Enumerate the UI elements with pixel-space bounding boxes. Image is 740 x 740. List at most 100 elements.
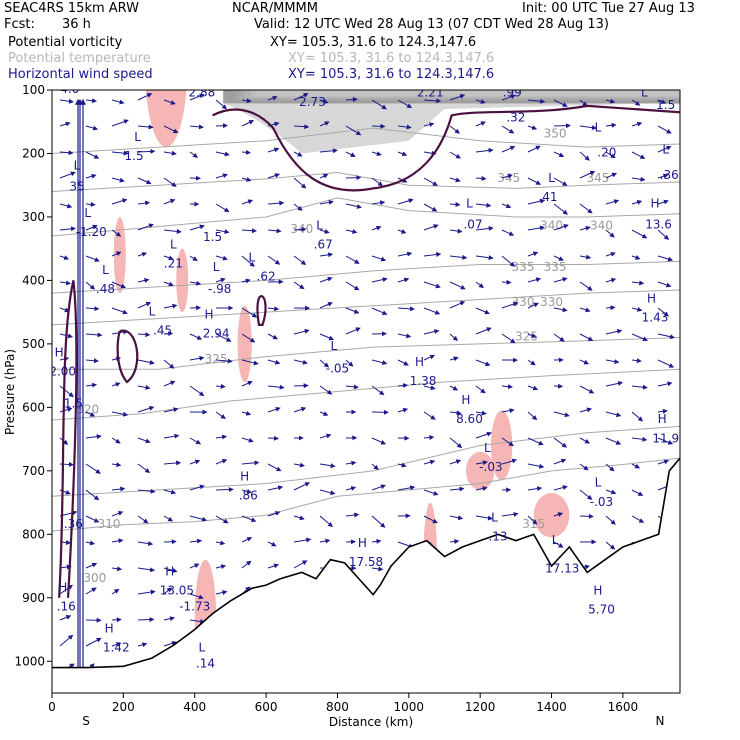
wind-vector — [241, 359, 259, 366]
x-tick-label: 600 — [255, 700, 278, 714]
extremum-label: H — [461, 393, 470, 407]
extremum-label: L — [491, 511, 498, 525]
extremum-label: L — [84, 206, 91, 220]
wind-vector — [631, 333, 648, 342]
wind-vector — [319, 359, 330, 368]
extremum-label: L — [316, 219, 323, 233]
wind-vector — [163, 489, 177, 495]
y-tick-label: 500 — [22, 337, 45, 351]
wind-vector — [527, 359, 536, 366]
extremum-label: .36 — [660, 168, 679, 182]
wind-vector — [345, 125, 362, 136]
extremum-label: 1.5 — [203, 230, 222, 244]
init-time: Init: 00 UTC Tue 27 Aug 13 — [522, 1, 695, 16]
wind-vector — [345, 327, 361, 335]
wind-vector — [579, 99, 588, 107]
wind-vector — [345, 229, 358, 234]
wind-vector — [59, 98, 74, 104]
extremum-label: 4.0 — [60, 82, 79, 96]
extremum-label: L — [466, 196, 473, 210]
wind-vector — [137, 567, 156, 573]
wind-vector — [501, 94, 516, 101]
wind-vector — [657, 173, 669, 179]
wind-vector — [345, 307, 360, 314]
extremum-label: .20 — [597, 146, 616, 160]
wind-vector — [579, 170, 596, 179]
wind-vector — [371, 277, 388, 283]
wind-vector — [631, 358, 642, 364]
y-tick-label: 1000 — [14, 654, 45, 668]
wind-vector — [319, 515, 333, 528]
wind-vector — [293, 406, 307, 413]
model-title: SEAC4RS 15km ARW — [4, 1, 140, 16]
wind-vector — [267, 435, 280, 441]
wind-vector — [137, 200, 151, 206]
extremum-label: -.05 — [326, 361, 349, 375]
wind-vector — [215, 434, 228, 440]
extremum-label: .45 — [153, 323, 172, 337]
wind-vector — [605, 541, 616, 550]
wind-vector — [475, 225, 494, 231]
wind-vector — [371, 99, 387, 110]
wind-vector — [371, 359, 388, 365]
x-tick-label: 1000 — [394, 700, 425, 714]
wind-vector — [215, 277, 226, 283]
wind-vector — [85, 382, 98, 388]
wind-vector — [215, 151, 230, 157]
wind-vector — [59, 385, 74, 398]
wind-vector — [397, 359, 409, 366]
wind-vector — [449, 177, 461, 183]
extremum-label: -.03 — [479, 460, 502, 474]
wind-vector — [59, 226, 76, 232]
extremum-label: 35 — [69, 179, 84, 193]
wind-vector — [605, 437, 622, 445]
wind-vector — [657, 145, 672, 153]
wind-vector — [189, 280, 202, 286]
extremum-label: H — [58, 580, 67, 594]
wind-vector — [293, 328, 310, 335]
wind-vector — [137, 642, 148, 648]
wind-vector — [397, 383, 409, 388]
wind-vector — [215, 487, 234, 493]
wind-vector — [397, 198, 414, 205]
wind-vector — [579, 203, 593, 214]
wind-vector — [371, 463, 379, 470]
wind-vector — [189, 93, 205, 101]
wind-vector — [319, 538, 331, 544]
wind-vector — [293, 177, 307, 189]
wind-vector — [163, 640, 177, 647]
wind-vector — [527, 385, 539, 391]
wind-vector — [293, 482, 311, 491]
x-tick-label: 800 — [326, 700, 349, 714]
wind-vector — [189, 593, 204, 600]
extremum-label: -.03 — [590, 495, 613, 509]
wind-vector — [163, 460, 182, 466]
wind-vector — [605, 172, 617, 179]
wind-vector — [657, 459, 670, 465]
wind-vector — [267, 173, 281, 179]
wind-vector — [345, 203, 362, 209]
extremum-label: 2.88 — [189, 85, 216, 99]
wind-vector — [657, 125, 672, 134]
wind-vector — [475, 327, 492, 335]
wind-vector — [371, 566, 384, 572]
wind-vector — [189, 459, 201, 465]
wind-vector — [137, 437, 151, 444]
wind-vector — [449, 410, 462, 416]
wind-vector — [631, 306, 643, 312]
wind-vector — [111, 566, 123, 572]
extremum-label: H — [240, 469, 249, 483]
wind-vector — [501, 145, 516, 153]
wind-vector — [189, 224, 205, 231]
wind-vector — [163, 567, 178, 573]
axis-layer: 0 200 400 600 800 1000 1200 1400 1600 100 200 300 40… — [14, 83, 638, 714]
extremum-label: .41 — [538, 190, 557, 204]
wind-vector — [85, 281, 96, 290]
forecast-hours: 36 h — [62, 17, 91, 32]
wind-vector — [345, 97, 358, 103]
wind-vector — [371, 177, 384, 187]
wind-vector — [241, 437, 254, 443]
wind-vector — [319, 148, 338, 154]
wind-vector — [527, 463, 545, 469]
wind-vector — [605, 328, 623, 335]
